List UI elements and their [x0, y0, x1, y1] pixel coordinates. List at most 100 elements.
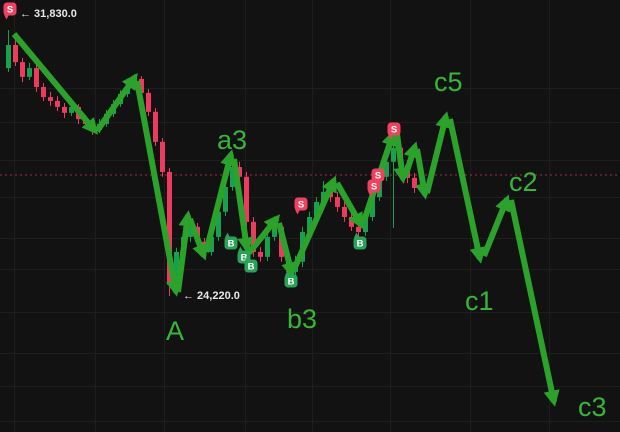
- trend-arrow[interactable]: [231, 158, 254, 254]
- candle-body: [314, 201, 319, 218]
- candle-body: [20, 62, 25, 77]
- trend-arrow[interactable]: [94, 73, 138, 133]
- candle: [160, 138, 165, 177]
- badge-box: [224, 236, 238, 250]
- wave-label-c3[interactable]: c3: [578, 392, 607, 422]
- trend-arrow[interactable]: [292, 175, 337, 269]
- trend-arrow[interactable]: [334, 181, 364, 230]
- candle-body: [174, 251, 179, 285]
- wave-arrows: [11, 32, 560, 407]
- trend-arrow[interactable]: [276, 222, 298, 279]
- wave-label-A[interactable]: A: [166, 316, 185, 346]
- badge-tail: [225, 232, 230, 238]
- candles: [6, 30, 417, 296]
- badge-tail: [4, 14, 9, 20]
- trend-arrow[interactable]: [508, 199, 560, 407]
- candle-body: [272, 226, 277, 237]
- candle: [265, 232, 270, 262]
- candle: [27, 62, 32, 80]
- candle: [335, 191, 340, 212]
- badge-letter: B: [248, 261, 255, 272]
- wave-label-c1[interactable]: c1: [465, 286, 494, 316]
- candle-body: [160, 141, 165, 172]
- sell-badge[interactable]: S: [3, 2, 17, 20]
- badge-box: [387, 122, 401, 136]
- candle-body: [356, 226, 361, 233]
- badge-letter: B: [288, 276, 295, 287]
- buy-badge[interactable]: B: [353, 232, 367, 250]
- buy-badge[interactable]: B: [224, 232, 238, 250]
- candle: [412, 172, 417, 193]
- candle: [146, 89, 151, 116]
- candle-body: [307, 217, 312, 233]
- trend-arrow[interactable]: [187, 217, 208, 261]
- candle: [6, 30, 11, 72]
- badge-box: [3, 2, 17, 16]
- wave-label-c2[interactable]: c2: [509, 167, 538, 197]
- badge-letter: S: [391, 124, 397, 135]
- trend-arrow[interactable]: [134, 80, 182, 297]
- candle: [342, 201, 347, 222]
- sell-badge[interactable]: S: [367, 179, 381, 197]
- trend-arrow[interactable]: [481, 194, 511, 258]
- trend-arrow[interactable]: [402, 141, 420, 178]
- candle: [20, 57, 25, 83]
- trend-arrow[interactable]: [447, 118, 486, 264]
- candle-body: [335, 197, 340, 207]
- candle-body: [167, 171, 172, 285]
- trend-arrow[interactable]: [246, 214, 281, 255]
- badge-letter: S: [298, 199, 304, 210]
- sell-badge[interactable]: S: [387, 122, 401, 140]
- candle-body: [342, 206, 347, 218]
- candle-body: [41, 86, 46, 98]
- candle-body: [69, 106, 74, 113]
- candle-body: [188, 226, 193, 237]
- candle-body: [153, 111, 158, 142]
- wave-label-b3[interactable]: b3: [287, 304, 318, 334]
- candle-body: [48, 97, 53, 101]
- candle-body: [223, 186, 228, 212]
- trend-arrow[interactable]: [424, 111, 452, 194]
- trend-arrow[interactable]: [414, 148, 432, 200]
- trend-arrow[interactable]: [393, 133, 410, 184]
- candle: [258, 247, 263, 262]
- buy-badge[interactable]: B: [284, 270, 298, 288]
- candle: [62, 103, 67, 119]
- candle-body: [391, 147, 396, 162]
- candle-body: [251, 221, 256, 252]
- candle-body: [258, 251, 263, 257]
- candle: [223, 182, 228, 216]
- candle-body: [349, 217, 354, 227]
- candle-body: [139, 78, 144, 93]
- buy-badge[interactable]: B: [244, 255, 258, 273]
- price-callout-high[interactable]: ← 31,830.0: [20, 8, 77, 20]
- badge-tail: [295, 209, 300, 215]
- candle-body: [13, 45, 18, 63]
- candle-body: [265, 236, 270, 257]
- badge-box: [353, 236, 367, 250]
- candle-body: [237, 167, 242, 177]
- badge-tail: [388, 134, 393, 140]
- candle: [391, 143, 396, 228]
- trend-arrow[interactable]: [175, 210, 195, 293]
- candle: [34, 63, 39, 92]
- sell-badge[interactable]: S: [294, 197, 308, 215]
- candle-body: [216, 211, 221, 237]
- candle: [13, 40, 18, 67]
- badge-tail: [368, 191, 373, 197]
- candle-body: [34, 68, 39, 87]
- candle: [48, 91, 53, 106]
- candle-body: [363, 217, 368, 233]
- badge-box: [284, 274, 298, 288]
- wave-label-c5[interactable]: c5: [434, 67, 463, 97]
- candle-body: [384, 161, 389, 177]
- trend-arrow[interactable]: [203, 149, 237, 253]
- candle: [55, 96, 60, 112]
- badge-box: [367, 179, 381, 193]
- candle-body: [412, 177, 417, 188]
- price-callout-low[interactable]: ← 24,220.0: [183, 290, 240, 302]
- wave-label-a3[interactable]: a3: [217, 125, 248, 155]
- trend-arrow[interactable]: [11, 32, 99, 135]
